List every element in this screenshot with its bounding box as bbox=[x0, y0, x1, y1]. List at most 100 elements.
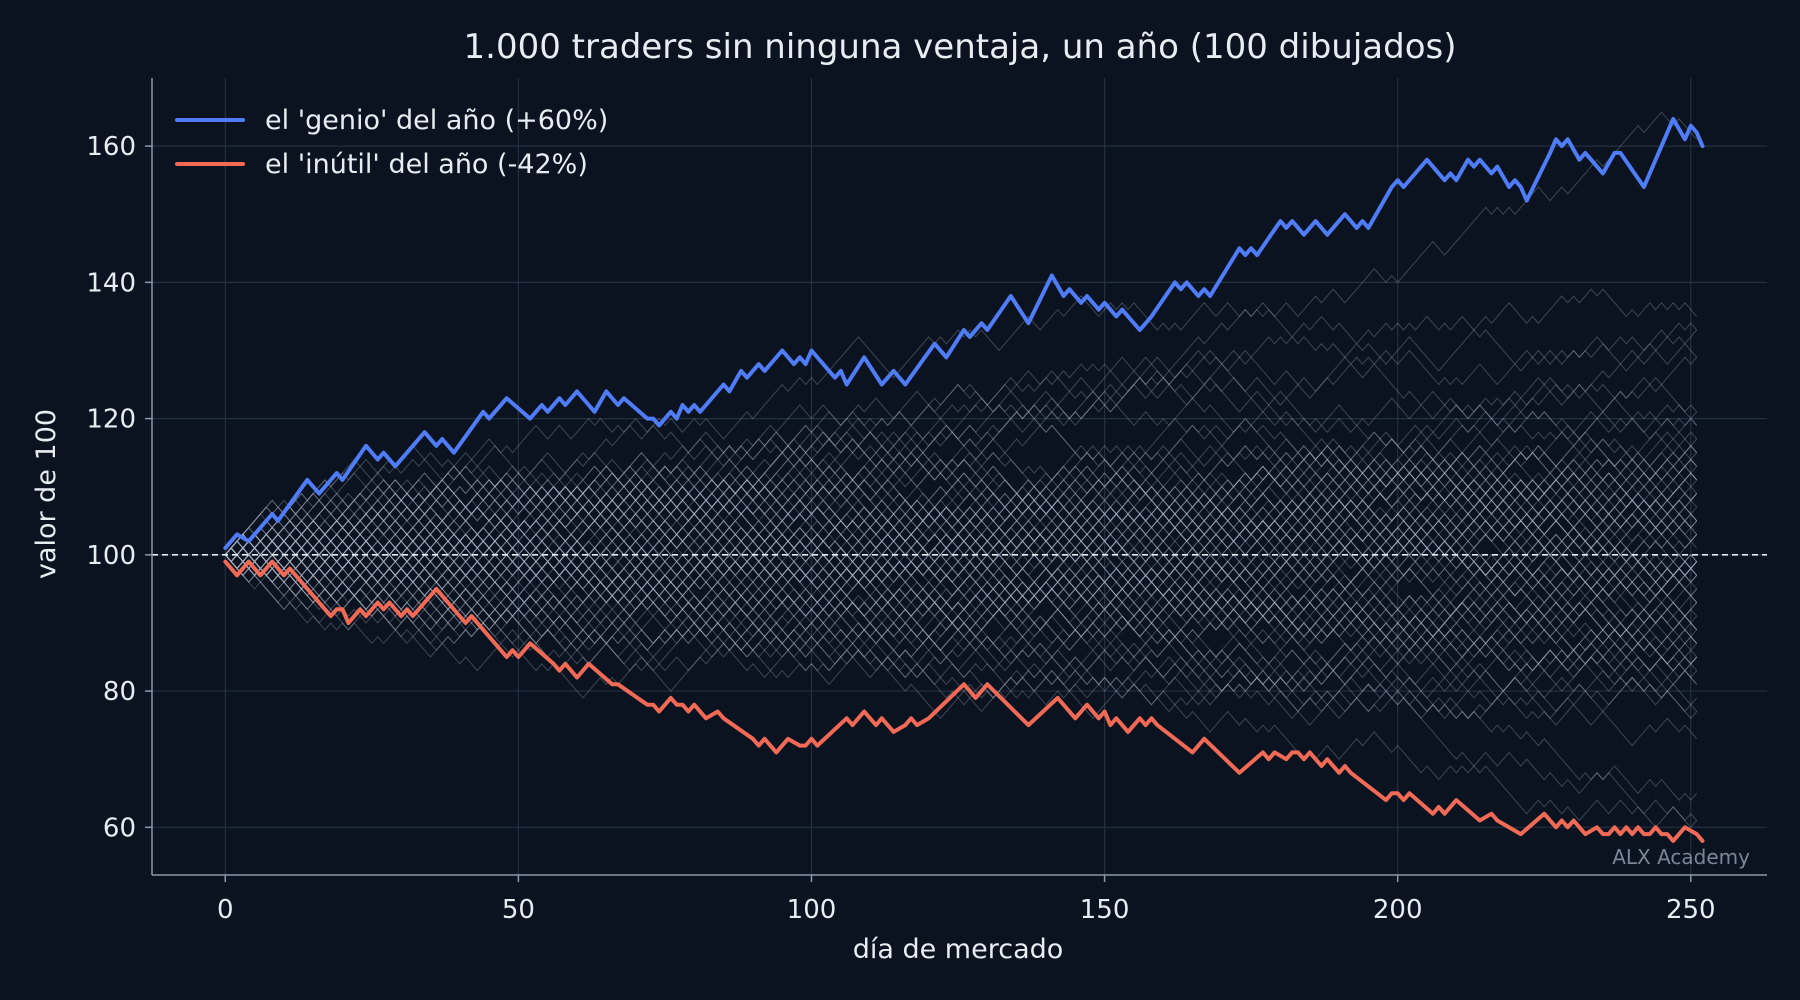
background-path bbox=[224, 458, 1698, 624]
background-path bbox=[224, 492, 1698, 645]
background-path bbox=[224, 383, 1698, 556]
background-path bbox=[224, 492, 1698, 631]
background-path bbox=[224, 451, 1698, 638]
background-path bbox=[224, 540, 1698, 706]
legend-label-1: el 'inútil' del año (-42%) bbox=[265, 149, 588, 180]
background-path bbox=[224, 492, 1698, 611]
background-path bbox=[224, 465, 1698, 624]
background-path bbox=[224, 492, 1698, 583]
background-path bbox=[224, 506, 1698, 624]
background-path bbox=[224, 513, 1698, 617]
axes bbox=[151, 78, 1767, 876]
background-path bbox=[224, 485, 1698, 651]
background-path bbox=[224, 472, 1698, 624]
background-path bbox=[224, 458, 1698, 563]
background-path bbox=[224, 479, 1698, 679]
background-path bbox=[224, 438, 1698, 577]
background-path bbox=[224, 465, 1698, 590]
background-path bbox=[224, 492, 1698, 604]
background-path bbox=[224, 452, 1698, 624]
x-tick-label: 150 bbox=[1080, 895, 1130, 925]
background-path bbox=[224, 540, 1698, 692]
background-path bbox=[224, 438, 1698, 577]
x-axis-label: día de mercado bbox=[853, 934, 1064, 965]
x-tick-label: 50 bbox=[502, 895, 535, 925]
y-axis-label: valor de 100 bbox=[31, 409, 62, 579]
background-path bbox=[224, 533, 1698, 672]
background-path bbox=[224, 417, 1698, 624]
background-path bbox=[224, 411, 1698, 604]
background-path bbox=[224, 547, 1698, 726]
background-path bbox=[224, 547, 1698, 679]
background-path bbox=[224, 465, 1698, 611]
tick-labels: 0 50 100 150 200 250 60 80 100 120 140 160 bbox=[86, 132, 1715, 925]
background-path bbox=[224, 479, 1698, 638]
y-tick-label: 120 bbox=[86, 405, 136, 435]
background-path bbox=[224, 451, 1698, 631]
background-path bbox=[224, 465, 1698, 617]
background-path bbox=[224, 485, 1698, 583]
background-path bbox=[224, 397, 1698, 604]
background-path bbox=[224, 349, 1698, 563]
background-path bbox=[224, 315, 1698, 563]
background-path bbox=[224, 547, 1698, 692]
chart-title: 1.000 traders sin ninguna ventaja, un añ… bbox=[464, 27, 1457, 67]
background-path bbox=[224, 520, 1698, 686]
x-tick-label: 200 bbox=[1373, 895, 1423, 925]
background-path bbox=[224, 465, 1698, 651]
y-tick-label: 100 bbox=[86, 541, 136, 571]
background-path bbox=[224, 397, 1698, 570]
background-path bbox=[224, 111, 1698, 556]
background-path bbox=[224, 370, 1698, 590]
background-path bbox=[224, 554, 1698, 747]
background-path bbox=[224, 329, 1698, 563]
background-path bbox=[224, 404, 1698, 577]
background-path bbox=[224, 533, 1698, 672]
y-tick-label: 160 bbox=[86, 132, 136, 162]
background-path bbox=[224, 424, 1698, 590]
background-path bbox=[224, 445, 1698, 563]
background-path bbox=[224, 472, 1698, 563]
background-path bbox=[224, 547, 1698, 692]
background-path bbox=[224, 554, 1698, 726]
background-path bbox=[224, 506, 1698, 672]
background-path bbox=[224, 479, 1698, 563]
series-group bbox=[223, 116, 1705, 843]
background-path bbox=[224, 479, 1698, 631]
background-path bbox=[224, 438, 1698, 570]
x-tick-label: 100 bbox=[787, 895, 837, 925]
background-path bbox=[224, 547, 1698, 658]
background-path bbox=[224, 356, 1698, 570]
background-path bbox=[224, 411, 1698, 556]
background-path bbox=[224, 499, 1698, 597]
background-path bbox=[224, 499, 1698, 624]
background-path bbox=[224, 431, 1698, 570]
background-path bbox=[224, 520, 1698, 651]
background-path bbox=[224, 417, 1698, 590]
background-path bbox=[224, 547, 1698, 692]
background-path bbox=[224, 533, 1698, 638]
background-path bbox=[224, 547, 1698, 829]
background-path bbox=[224, 513, 1698, 638]
legend-label-0: el 'genio' del año (+60%) bbox=[265, 105, 608, 136]
background-path bbox=[224, 526, 1698, 658]
x-tick-label: 0 bbox=[217, 895, 234, 925]
background-path bbox=[224, 506, 1698, 638]
series-line-1 bbox=[223, 559, 1705, 843]
series-line-0 bbox=[223, 116, 1705, 550]
background-path bbox=[224, 520, 1698, 624]
background-path bbox=[224, 438, 1698, 624]
background-path bbox=[224, 451, 1698, 651]
legend: el 'genio' del año (+60%) el 'inútil' del… bbox=[175, 105, 608, 180]
background-path bbox=[224, 526, 1698, 706]
background-path bbox=[224, 526, 1698, 672]
background-path bbox=[224, 465, 1698, 583]
background-path bbox=[224, 485, 1698, 583]
background-path bbox=[224, 451, 1698, 597]
background-path bbox=[224, 554, 1698, 658]
background-path bbox=[224, 445, 1698, 679]
background-path bbox=[224, 411, 1698, 590]
background-path bbox=[224, 499, 1698, 679]
background-path bbox=[224, 465, 1698, 583]
